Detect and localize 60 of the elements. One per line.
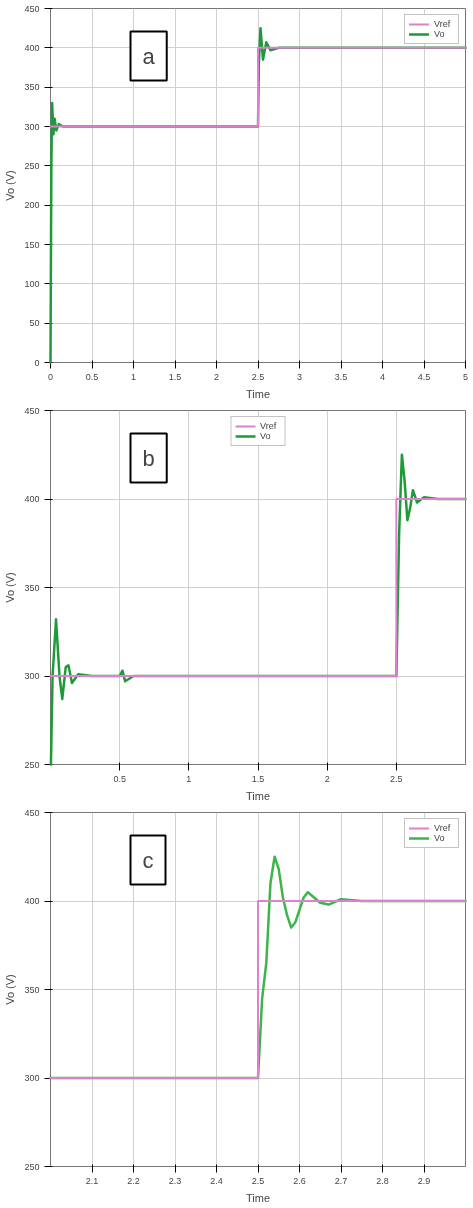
x-tick-label: 2.2 [127,1175,140,1186]
y-tick-label: 450 [24,3,40,14]
x-tick-label: 2.8 [376,1175,389,1186]
y-tick-label: 300 [24,121,40,132]
x-axis-title: Time [245,789,271,802]
annotation: a [142,43,156,69]
y-tick-label: 250 [24,1161,40,1172]
y-tick-label: 400 [24,494,40,504]
x-tick-label: 3.5 [334,371,348,382]
x-tick-label: 2.4 [210,1175,223,1186]
x-tick-label: 2.9 [417,1175,431,1186]
x-tick-label: 4.5 [417,371,431,382]
x-tick-label: 3 [297,371,303,382]
x-tick-label: 2.6 [293,1175,306,1186]
x-tick-label: 1.5 [168,371,182,382]
legend-label: Vo [434,29,446,39]
y-tick-label: 350 [24,984,40,995]
x-tick-label: 2.7 [334,1175,348,1186]
y-tick-label: 200 [24,200,40,211]
x-tick-label: 2.3 [168,1175,182,1186]
y-tick-label: 400 [24,896,40,906]
x-tick-label: 0.5 [85,371,99,382]
x-tick-label: 2.5 [390,773,403,784]
x-tick-label: 0.5 [113,773,126,784]
x-axis-title: Time [245,1191,271,1204]
y-tick-label: 50 [29,318,40,329]
y-axis-title: Vo (V) [4,974,17,1005]
x-tick-label: 0 [48,371,54,382]
x-tick-label: 2.5 [251,1175,265,1186]
x-tick-label: 2.5 [251,371,265,382]
y-tick-label: 0 [34,357,40,368]
legend-label: Vref [434,19,452,29]
y-tick-label: 300 [24,671,40,681]
x-tick-label: 1 [131,371,137,382]
y-tick-label: 150 [24,239,40,250]
y-tick-label: 400 [24,42,40,53]
x-tick-label: 4 [380,371,386,382]
x-tick-label: 5 [463,371,469,382]
annotation: b [142,445,155,471]
x-tick-label: 2 [324,773,330,784]
y-tick-label: 100 [24,278,40,289]
y-tick-label: 300 [24,1073,40,1083]
x-tick-label: 2.1 [85,1175,99,1186]
y-tick-label: 450 [24,405,40,416]
y-tick-label: 350 [24,82,40,93]
legend-label: Vo [434,833,446,843]
annotation: c [142,847,154,873]
y-axis-title: Vo (V) [4,572,17,603]
x-tick-label: 2 [214,371,220,382]
x-tick-label: 1.5 [251,773,265,784]
y-tick-label: 250 [24,759,40,770]
x-tick-label: 1 [186,773,192,784]
y-tick-label: 450 [24,807,40,818]
y-tick-label: 250 [24,160,40,171]
y-axis-title: Vo (V) [4,170,17,201]
legend-label: Vref [260,421,278,431]
y-tick-label: 350 [24,582,40,593]
legend-label: Vo [260,431,272,441]
legend-label: Vref [434,823,452,833]
x-axis-title: Time [245,387,271,400]
